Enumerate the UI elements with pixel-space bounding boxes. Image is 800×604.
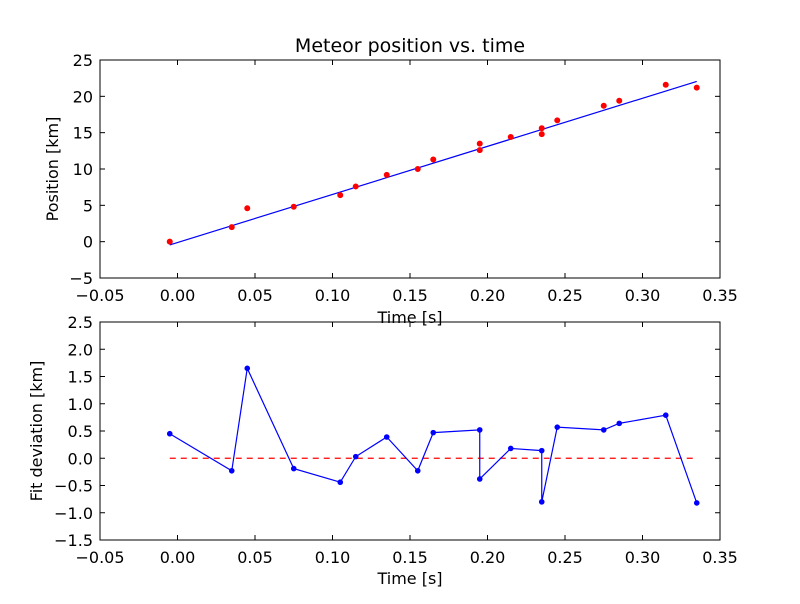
deviation-point bbox=[662, 412, 669, 418]
deviation-point bbox=[383, 434, 390, 440]
deviation-point bbox=[166, 430, 173, 437]
deviation-y-tick-label: 0.0 bbox=[68, 449, 93, 468]
deviation-point bbox=[693, 500, 700, 506]
deviation-point bbox=[476, 476, 483, 482]
measurement-point bbox=[476, 140, 483, 147]
deviation-y-tick-label: −1.0 bbox=[54, 504, 93, 523]
position-y-axis-label: Position [km] bbox=[43, 117, 62, 222]
deviation-x-axis-label: Time [s] bbox=[376, 569, 442, 588]
deviation-plot-area bbox=[166, 365, 700, 506]
position-x-tick-label: 0.25 bbox=[547, 286, 583, 305]
position-x-tick-label: 0.05 bbox=[237, 286, 273, 305]
position-x-tick-label: 0.20 bbox=[470, 286, 506, 305]
position-y-tick-label: 10 bbox=[73, 160, 93, 179]
position-y-ticks: −5 0 5 10 15 20 25 bbox=[69, 51, 720, 288]
deviation-point bbox=[352, 453, 359, 460]
deviation-y-tick-label: −1.5 bbox=[54, 531, 93, 550]
measurement-point bbox=[600, 102, 607, 109]
deviation-point bbox=[600, 427, 607, 433]
deviation-y-tick-label: 2.0 bbox=[68, 340, 93, 359]
measurement-point bbox=[244, 205, 251, 212]
measurement-point bbox=[337, 192, 344, 199]
deviation-x-tick-label: 0.00 bbox=[160, 548, 196, 567]
deviation-y-tick-label: 1.0 bbox=[68, 395, 93, 414]
deviation-y-tick-label: −0.5 bbox=[54, 477, 93, 496]
position-x-ticks: −0.05 0.00 0.05 0.10 0.15 0.20 0.25 0.30 0.35 bbox=[75, 60, 738, 305]
deviation-x-tick-label: 0.30 bbox=[625, 548, 661, 567]
position-y-tick-label: −5 bbox=[69, 269, 93, 288]
deviation-point bbox=[337, 479, 344, 486]
deviation-point bbox=[430, 429, 437, 436]
deviation-y-ticks: −1.5 −1.0 −0.5 0.0 0.5 1.0 1.5 2.0 2.5 bbox=[54, 313, 720, 550]
deviation-point bbox=[507, 445, 514, 452]
deviation-x-tick-label: −0.05 bbox=[75, 548, 124, 567]
deviation-y-axis-label: Fit deviation [km] bbox=[27, 361, 46, 502]
position-chart-title: Meteor position vs. time bbox=[295, 35, 525, 57]
position-y-tick-label: 0 bbox=[83, 233, 93, 252]
deviation-point bbox=[616, 420, 623, 427]
deviation-point bbox=[414, 467, 421, 474]
deviation-x-tick-label: 0.25 bbox=[547, 548, 583, 567]
deviation-point bbox=[554, 424, 561, 430]
deviation-y-tick-label: 2.5 bbox=[68, 313, 93, 332]
measurement-point bbox=[476, 147, 483, 154]
deviation-y-tick-label: 1.5 bbox=[68, 368, 93, 387]
position-x-tick-label: 0.30 bbox=[625, 286, 661, 305]
deviation-point bbox=[476, 427, 483, 433]
position-x-tick-label: 0.15 bbox=[392, 286, 428, 305]
position-y-tick-label: 15 bbox=[73, 124, 93, 143]
measurement-point bbox=[662, 81, 669, 88]
position-x-tick-label: 0.00 bbox=[160, 286, 196, 305]
deviation-point bbox=[538, 447, 545, 454]
deviation-x-tick-label: 0.35 bbox=[702, 548, 738, 567]
deviation-point bbox=[228, 467, 235, 474]
position-x-tick-label: 0.10 bbox=[315, 286, 351, 305]
position-plot-area bbox=[166, 80, 700, 246]
deviation-x-tick-label: 0.15 bbox=[392, 548, 428, 567]
deviation-point bbox=[290, 465, 297, 472]
deviation-x-ticks: −0.05 0.00 0.05 0.10 0.15 0.20 0.25 0.30 0.35 bbox=[75, 322, 738, 567]
measurement-point bbox=[507, 134, 514, 141]
position-x-tick-label: 0.35 bbox=[702, 286, 738, 305]
measurement-point bbox=[383, 171, 390, 178]
measurement-point bbox=[554, 117, 561, 124]
position-y-tick-label: 25 bbox=[73, 51, 93, 70]
measurement-point bbox=[290, 203, 297, 210]
measurement-point bbox=[414, 166, 421, 172]
deviation-y-tick-label: 0.5 bbox=[68, 422, 93, 441]
deviation-x-tick-label: 0.05 bbox=[237, 548, 273, 567]
measurement-point bbox=[538, 125, 545, 132]
fit-line bbox=[169, 80, 697, 246]
measurement-point bbox=[430, 156, 437, 163]
deviation-point bbox=[244, 365, 251, 372]
measurement-point bbox=[352, 183, 359, 190]
measurement-point bbox=[166, 238, 173, 245]
position-y-tick-label: 20 bbox=[73, 87, 93, 106]
deviation-point bbox=[538, 499, 545, 505]
deviation-panel: −0.05 0.00 0.05 0.10 0.15 0.20 0.25 0.30 0.35 −1… bbox=[27, 313, 738, 588]
position-y-tick-label: 5 bbox=[83, 196, 93, 215]
measurement-point bbox=[538, 131, 545, 138]
measurement-point bbox=[228, 224, 235, 231]
deviation-x-tick-label: 0.20 bbox=[470, 548, 506, 567]
deviation-x-tick-label: 0.10 bbox=[315, 548, 351, 567]
measurement-point bbox=[693, 84, 700, 91]
position-x-tick-label: −0.05 bbox=[75, 286, 124, 305]
measurement-point bbox=[616, 97, 623, 104]
